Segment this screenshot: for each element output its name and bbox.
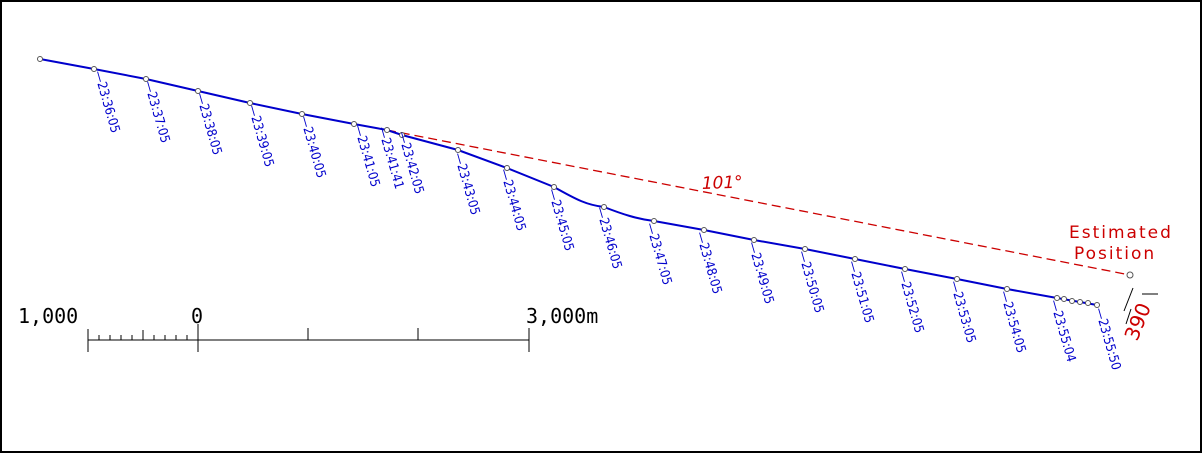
estimated-position-label-line1: Estimated: [1069, 223, 1173, 243]
track-point: [802, 246, 808, 252]
track-time-label: —23:55:04: [1046, 298, 1078, 364]
heading-label: 101°: [701, 173, 743, 194]
scale-left-label: 1,000: [18, 304, 78, 328]
estimated-position-marker: [1126, 271, 1134, 279]
track-time-label: —23:36:05: [90, 69, 122, 135]
track-time-label: —23:37:05: [140, 79, 172, 145]
offset-dimension: 390: [1119, 287, 1158, 344]
track-point: [651, 218, 657, 224]
track-point: [551, 184, 557, 190]
track-time-label: —23:52:05: [894, 269, 926, 335]
track-time-label: —23:44:05: [496, 167, 528, 233]
track-point: [902, 266, 908, 272]
scale-right-label: 3,000m: [526, 304, 598, 328]
track-point: [299, 111, 305, 117]
track-time-label: —23:51:05: [844, 259, 876, 325]
track-time-label: —23:53:05: [946, 279, 978, 345]
track-time-label: —23:39:05: [244, 103, 276, 169]
track-point: [143, 76, 149, 82]
track-point: [195, 88, 201, 94]
track-point: [399, 132, 405, 138]
track-time-label: —23:48:05: [692, 230, 724, 296]
track-time-label: —23:50:05: [794, 249, 826, 315]
track-point: [247, 100, 253, 106]
track-point: [1085, 300, 1091, 306]
track-point: [954, 276, 960, 282]
track-points: [37, 56, 1100, 308]
track-time-label: —23:46:05: [592, 205, 624, 271]
track-point: [1054, 295, 1060, 301]
offset-value-label: 390: [1119, 299, 1156, 343]
track-point: [1069, 298, 1075, 304]
track-point: [37, 56, 43, 62]
track-time-label: —23:40:05: [296, 114, 328, 180]
scale-bar: 1,000 0 3,000m: [18, 304, 598, 352]
track-time-label: —23:38:05: [192, 91, 224, 157]
track-point: [1094, 302, 1100, 308]
track-time-label: —23:54:05: [996, 289, 1028, 355]
track-point: [455, 147, 461, 153]
track-point: [1004, 286, 1010, 292]
track-point: [351, 121, 357, 127]
track-point: [601, 204, 607, 210]
track-point: [1077, 299, 1083, 305]
track-point: [701, 227, 707, 233]
track-point: [91, 66, 97, 72]
estimated-position-label-line2: Position: [1074, 244, 1156, 264]
track-time-label: —23:49:05: [744, 240, 776, 306]
track-time-label: —23:47:05: [642, 221, 674, 287]
track-point: [1061, 296, 1067, 302]
track-time-labels: —23:36:05 —23:37:05 —23:38:05 —23:39:05 —23:…: [90, 69, 1123, 372]
track-time-label: —23:43:05: [450, 151, 482, 217]
track-point: [751, 237, 757, 243]
track-point: [384, 127, 390, 133]
estimated-heading-line: [386, 129, 1131, 276]
track-point: [504, 165, 510, 171]
scale-zero-label: 0: [191, 304, 203, 328]
track-point: [852, 256, 858, 262]
track-time-label: —23:55:50: [1091, 306, 1123, 372]
